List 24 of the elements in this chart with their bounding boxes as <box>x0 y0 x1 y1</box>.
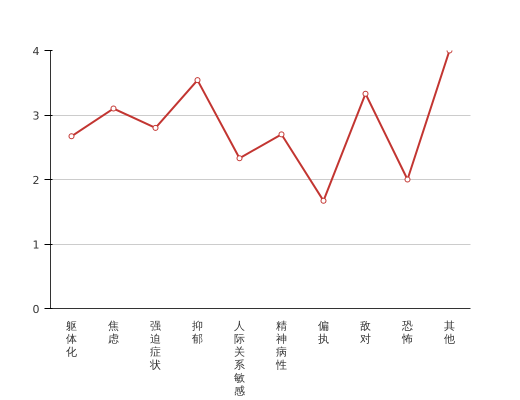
y-tick-label: 2 <box>32 174 40 187</box>
point <box>68 133 74 140</box>
y-tick-label: 4 <box>32 45 40 58</box>
point <box>110 106 116 112</box>
x-tick-label: 抑郁 <box>192 320 203 346</box>
point <box>278 131 284 138</box>
y-tick-label: 0 <box>32 303 40 316</box>
x-tick-label: 偏执 <box>318 320 329 346</box>
x-tick-label: 人际关系敏感 <box>234 320 245 398</box>
x-tick-label: 其他 <box>444 320 455 346</box>
point <box>194 77 200 84</box>
point <box>236 155 242 162</box>
y-tick-label: 3 <box>32 110 40 122</box>
point <box>320 198 326 204</box>
y-tick-label: 1 <box>32 238 40 252</box>
x-tick-label: 焦虑 <box>108 320 119 346</box>
point <box>152 124 158 131</box>
x-tick-label: 躯体化 <box>66 320 77 358</box>
point <box>362 90 368 97</box>
x-tick-label: 精神病性 <box>275 320 287 372</box>
x-tick-label: 敌对 <box>360 320 371 346</box>
x-tick-label: 强迫症状 <box>149 320 161 372</box>
x-tick-label: 恐怖 <box>401 320 413 346</box>
point <box>404 176 410 182</box>
